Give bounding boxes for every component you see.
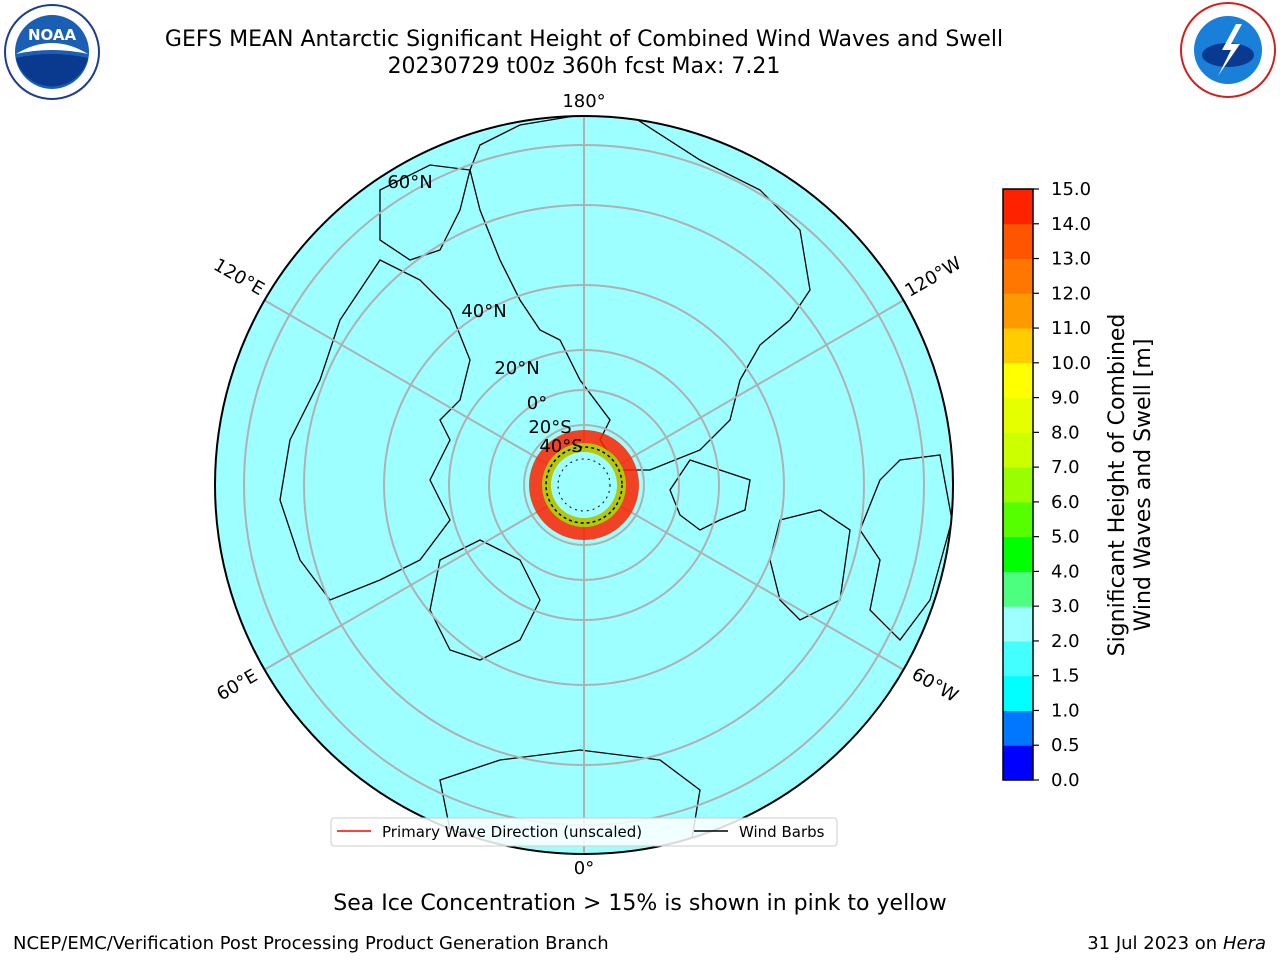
colorbar-tick-label: 0.5: [1051, 735, 1080, 756]
nws-logo: [1180, 2, 1276, 98]
producer-credit: NCEP/EMC/Verification Post Processing Pr…: [13, 933, 609, 954]
lat-label-40s: 40°S: [539, 436, 582, 457]
coastline-asia: [279, 259, 471, 601]
coastlines: [279, 116, 953, 854]
colorbar: 0.0 0.5 1.0 1.5 2.0 3.0 4.0 5.0 6.0 7.0 8.0 9.0 10.0…: [1002, 179, 1156, 791]
meridian-label-120w: 120°W: [902, 253, 966, 302]
run-date: 31 Jul 2023 on: [1087, 933, 1218, 954]
nws-logo-cloud: [1202, 43, 1254, 67]
coastline-south-america: [669, 459, 751, 531]
colorbar-tick-label: 3.0: [1051, 596, 1080, 617]
colorbar-swatch: [1003, 571, 1033, 607]
nws-logo-bolt: [1218, 24, 1242, 76]
lat-label-40n: 40°N: [461, 301, 506, 322]
wave-height-field: [529, 430, 639, 540]
colorbar-swatch: [1003, 362, 1033, 399]
lat-label-20s: 20°S: [528, 417, 571, 438]
noaa-logo: NOAA: [4, 4, 100, 100]
colorbar-swatch: [1003, 432, 1033, 468]
wind-barb-cluster: [545, 446, 623, 524]
colorbar-tick-label: 1.5: [1051, 666, 1080, 687]
colorbar-label-line1: Significant Height of Combined: [1105, 314, 1130, 657]
colorbar-tick-label: 5.0: [1051, 527, 1080, 548]
legend-wave-label: Primary Wave Direction (unscaled): [382, 823, 642, 841]
colorbar-swatch: [1003, 189, 1033, 225]
wave-ring-inner: [551, 452, 617, 518]
host-name: Hera: [1222, 933, 1266, 954]
colorbar-swatch: [1003, 328, 1033, 364]
colorbar-swatch: [1003, 501, 1033, 538]
wind-barb-cluster-inner: [557, 458, 611, 512]
colorbar-tick-label: 8.0: [1051, 422, 1080, 443]
map-legend: Primary Wave Direction (unscaled) Wind B…: [330, 817, 838, 847]
coastline-europe: [859, 454, 953, 641]
colorbar-ticks: 0.0 0.5 1.0 1.5 2.0 3.0 4.0 5.0 6.0 7.0 8.0 9.0 10.0…: [1033, 179, 1091, 791]
coastline-greenland: [379, 164, 471, 261]
colorbar-tick-label: 6.0: [1051, 492, 1080, 513]
colorbar-tick-label: 7.0: [1051, 457, 1080, 478]
lat-label-0: 0°: [527, 393, 547, 414]
colorbar-tick-label: 2.0: [1051, 631, 1080, 652]
legend-barb-label: Wind Barbs: [739, 823, 825, 841]
colorbar-tick-label: 0.0: [1051, 770, 1080, 791]
coastline-india: [429, 539, 541, 661]
colorbar-tick-label: 4.0: [1051, 561, 1080, 582]
noaa-logo-water: [16, 54, 88, 87]
meridian-label-0: 0°: [574, 858, 594, 879]
colorbar-swatch: [1003, 293, 1033, 329]
colorbar-tick-label: 9.0: [1051, 388, 1080, 409]
colorbar-label-line2: Wind Waves and Swell [m]: [1131, 339, 1156, 632]
colorbar-frame: [1002, 188, 1034, 781]
chart-title: GEFS MEAN Antarctic Significant Height o…: [164, 27, 1004, 52]
colorbar-swatch: [1003, 606, 1033, 642]
colorbar-tick-label: 13.0: [1051, 249, 1091, 270]
noaa-logo-text: NOAA: [28, 26, 77, 44]
colorbar-swatch: [1003, 258, 1033, 294]
colorbar-tick-label: 10.0: [1051, 353, 1091, 374]
noaa-logo-bird: [16, 43, 88, 54]
sea-ice-caption: Sea Ice Concentration > 15% is shown in …: [333, 891, 947, 916]
colorbar-tick-label: 14.0: [1051, 214, 1091, 235]
colorbar-tick-label: 11.0: [1051, 318, 1091, 339]
colorbar-swatch: [1003, 223, 1033, 260]
run-date-credit: 31 Jul 2023 on Hera: [1087, 933, 1266, 954]
legend-box: [330, 817, 838, 847]
colorbar-swatch: [1003, 710, 1033, 746]
meridian-label-60w: 60°W: [908, 664, 962, 707]
colorbar-tick-label: 15.0: [1051, 179, 1091, 200]
colorbar-tick-label: 12.0: [1051, 283, 1091, 304]
colorbar-swatches: [1003, 189, 1033, 781]
colorbar-swatch: [1003, 397, 1033, 433]
coastline-africa-east: [769, 509, 851, 621]
meridian-label-60e: 60°E: [213, 665, 261, 705]
meridian-label-120e: 120°E: [210, 254, 268, 300]
colorbar-swatch: [1003, 675, 1033, 711]
colorbar-swatch: [1003, 536, 1033, 572]
colorbar-tick-label: 1.0: [1051, 700, 1080, 721]
meridian-label-180: 180°: [562, 91, 605, 112]
lat-label-20n: 20°N: [494, 358, 539, 379]
map-boundary: [214, 115, 954, 855]
colorbar-swatch: [1003, 745, 1033, 781]
colorbar-swatch: [1003, 467, 1033, 503]
chart-subtitle: 20230729 t00z 360h fcst Max: 7.21: [387, 54, 781, 79]
lat-label-60n: 60°N: [387, 172, 432, 193]
colorbar-swatch: [1003, 640, 1033, 677]
